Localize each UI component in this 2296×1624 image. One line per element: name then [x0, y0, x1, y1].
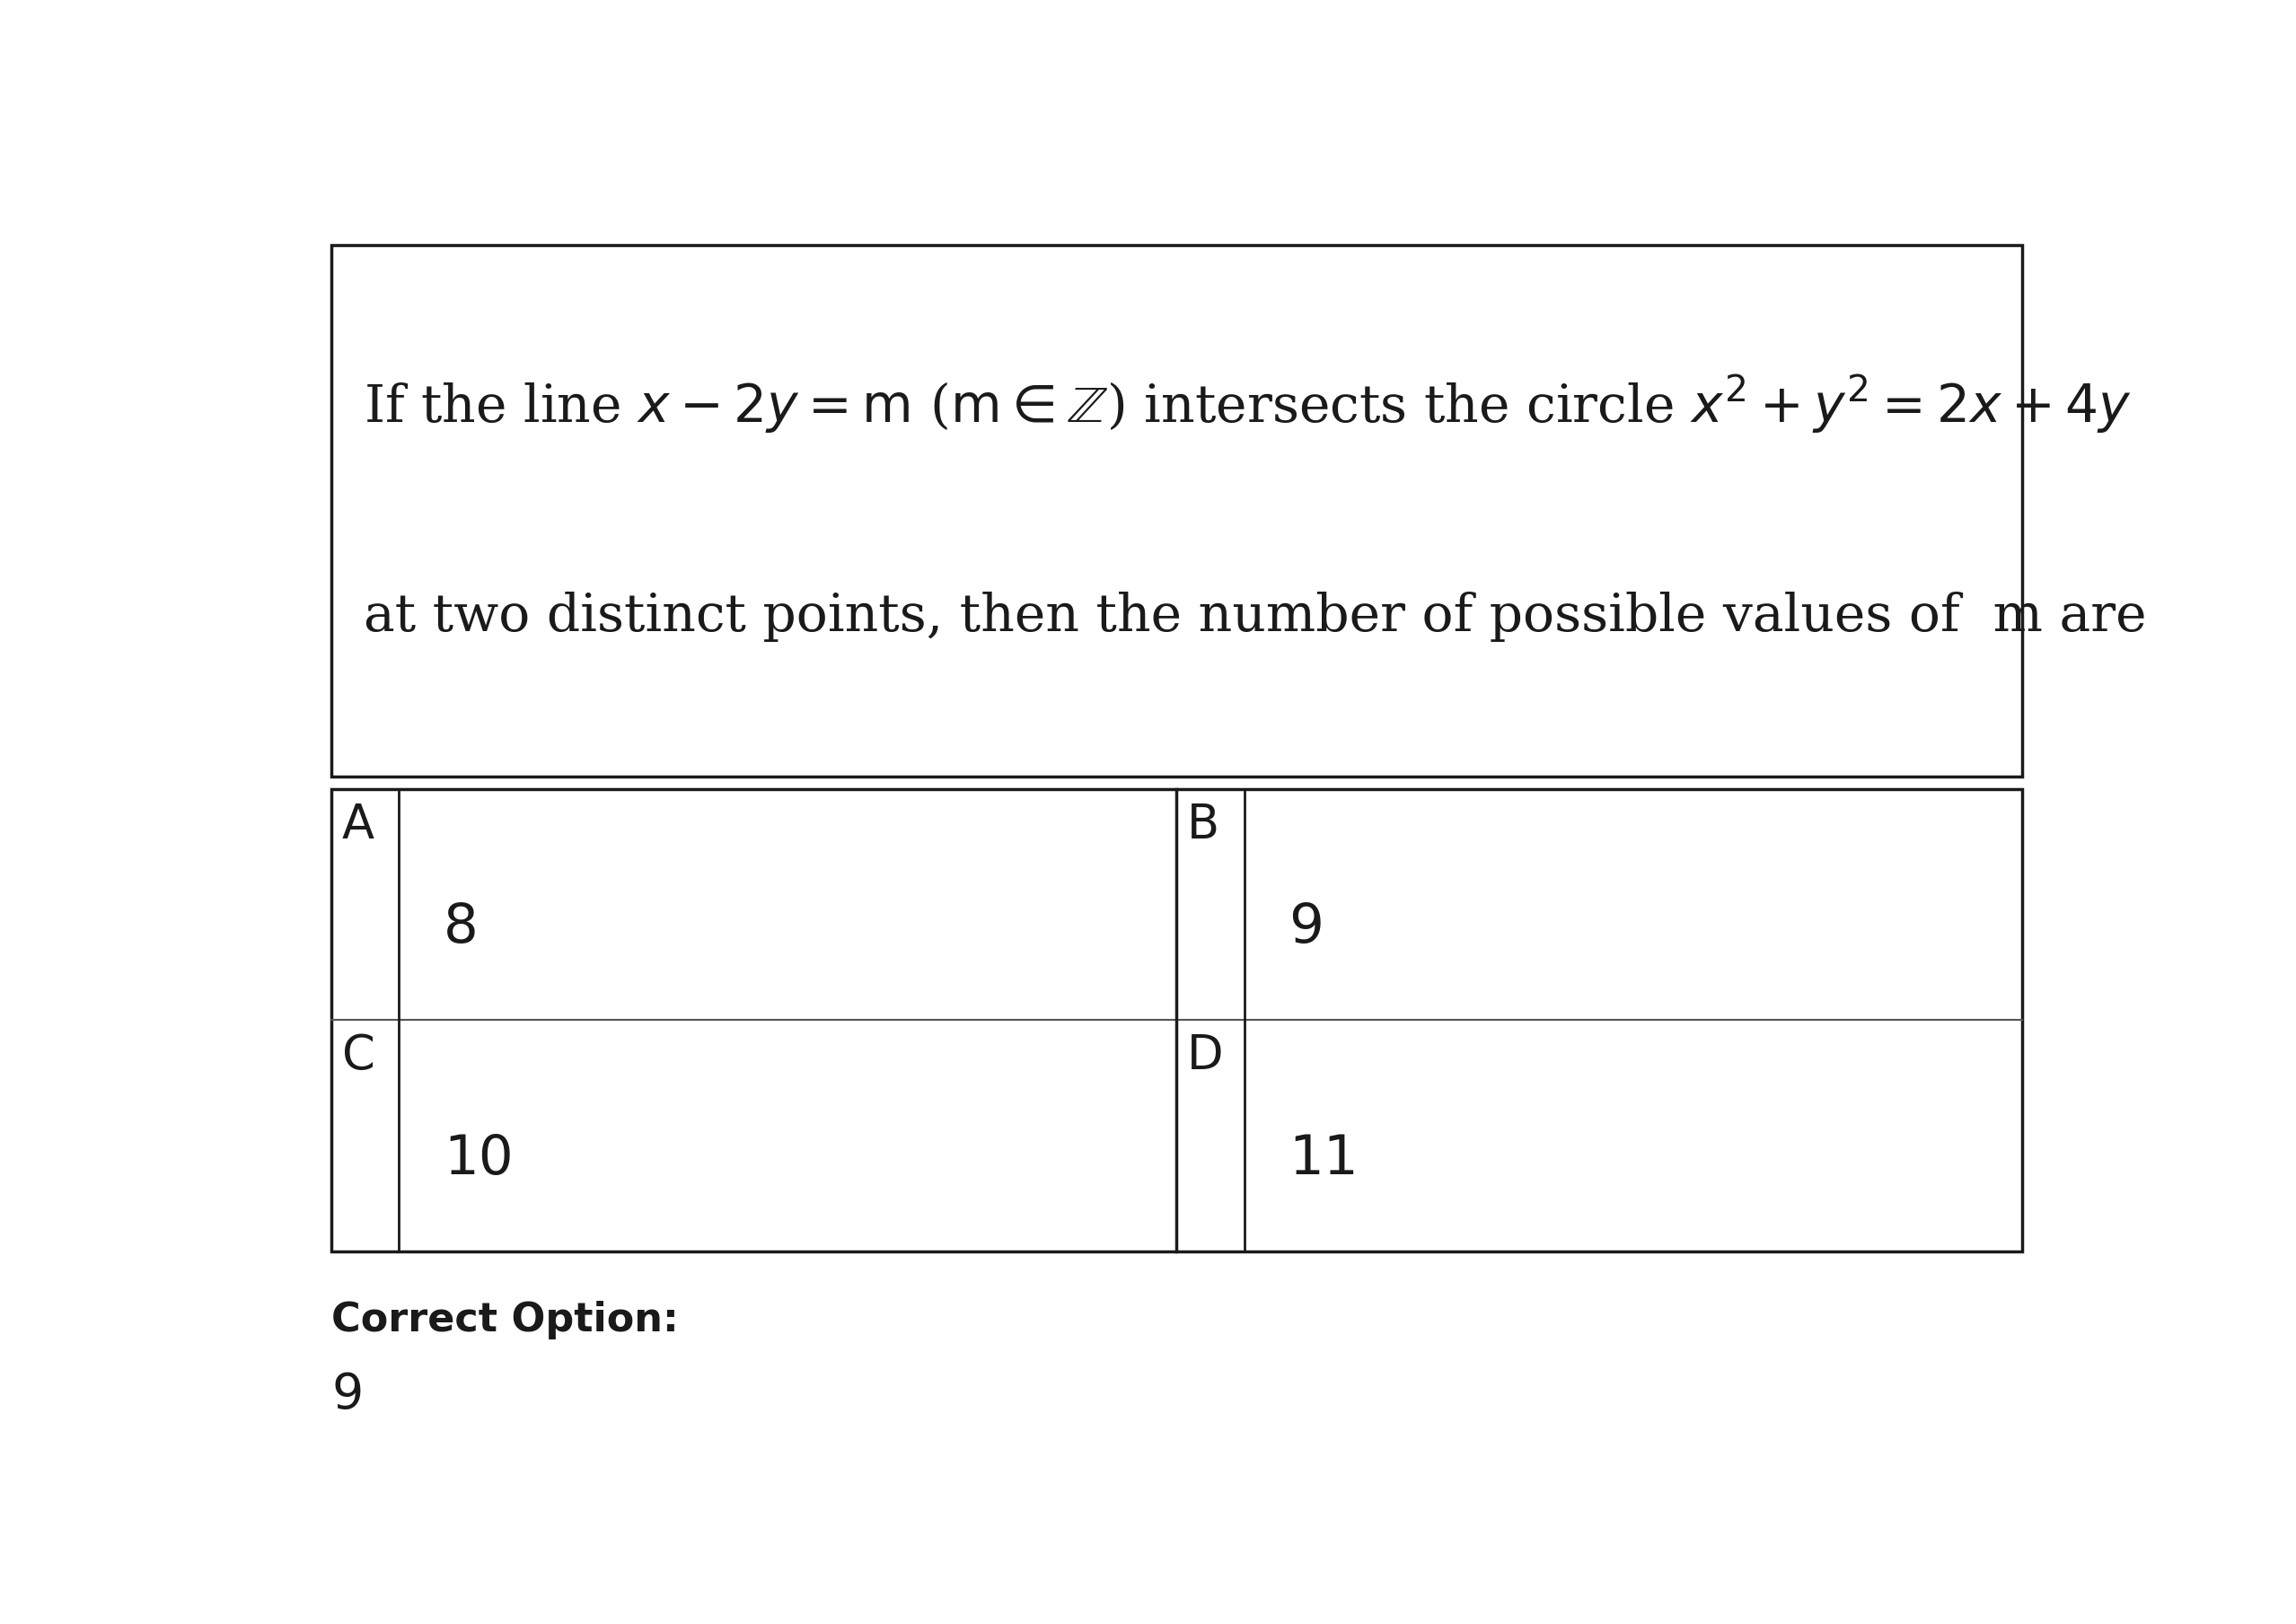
Text: If the line $x - 2y = \mathrm{m}$ ($\mathrm{m} \in \mathbb{Z}$) intersects the c: If the line $x - 2y = \mathrm{m}$ ($\mat… — [363, 374, 2131, 435]
Text: D: D — [1187, 1033, 1224, 1080]
Bar — [331, 789, 2023, 1252]
Text: B: B — [1187, 801, 1219, 848]
Text: 9: 9 — [331, 1371, 363, 1419]
Text: 11: 11 — [1288, 1132, 1359, 1186]
Text: 10: 10 — [443, 1132, 514, 1186]
Text: C: C — [342, 1033, 374, 1080]
Text: 8: 8 — [443, 901, 478, 955]
Text: at two distinct points, then the number of possible values of  m are: at two distinct points, then the number … — [363, 591, 2147, 641]
Text: 9: 9 — [1288, 901, 1325, 955]
Text: Correct Option:: Correct Option: — [331, 1301, 680, 1340]
Bar — [331, 245, 2023, 776]
Text: A: A — [342, 801, 374, 848]
